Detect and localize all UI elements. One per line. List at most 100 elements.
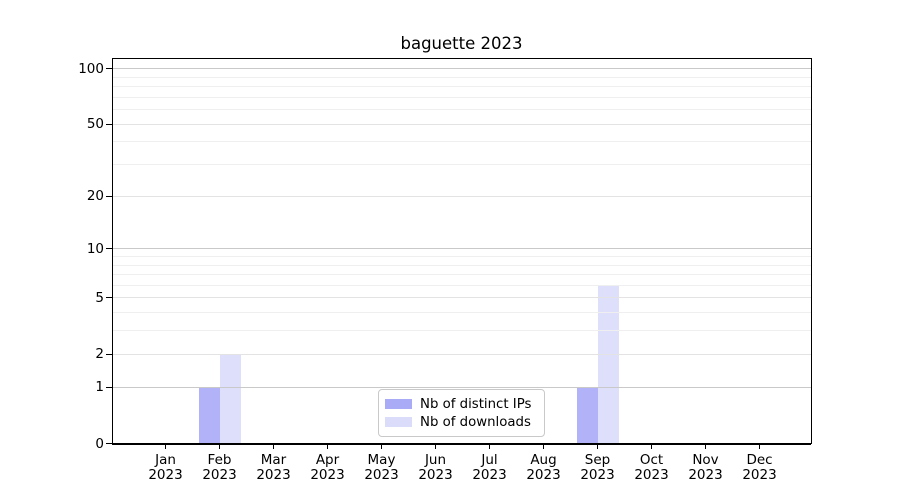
minor-gridline-y-7: [112, 274, 811, 276]
minor-gridline-y-6: [112, 284, 811, 286]
bar-distinct-ips-feb: [198, 387, 220, 444]
legend: Nb of distinct IPs Nb of downloads: [378, 389, 545, 437]
x-tick-aug: [543, 444, 544, 449]
bar-distinct-ips-sep: [576, 387, 598, 444]
x-tick-label-nov: Nov 2023: [679, 451, 733, 483]
y-tick-label-100: 100: [78, 60, 104, 77]
x-tick-label-mar: Mar 2023: [247, 451, 301, 483]
y-tick-label-2: 2: [95, 346, 104, 363]
x-label-year: 2023: [418, 466, 453, 483]
x-tick-label-aug: Aug 2023: [517, 451, 571, 483]
y-tick-2: [106, 353, 112, 355]
x-label-year: 2023: [742, 466, 777, 483]
legend-label-distinct-ips: Nb of distinct IPs: [420, 396, 532, 412]
x-label-month: Feb: [207, 451, 232, 468]
legend-swatch-downloads-icon: [385, 417, 412, 427]
x-label-month: Sep: [584, 451, 611, 468]
gridline-y-1: [112, 386, 811, 388]
y-tick-50: [106, 123, 112, 125]
gridline-y-100: [112, 68, 811, 70]
minor-gridline-y-80: [112, 86, 811, 88]
minor-gridline-y-9: [112, 256, 811, 257]
x-tick-label-dec: Dec 2023: [733, 451, 787, 483]
y-tick-label-20: 20: [86, 188, 104, 205]
x-tick-label-feb: Feb 2023: [193, 451, 247, 483]
y-tick-label-10: 10: [86, 240, 104, 257]
bar-downloads-sep: [597, 285, 619, 444]
x-tick-label-jan: Jan 2023: [139, 451, 193, 483]
minor-gridline-y-70: [112, 96, 811, 98]
x-label-year: 2023: [148, 466, 183, 483]
x-tick-dec: [759, 444, 760, 449]
x-tick-jun: [435, 444, 436, 449]
x-tick-feb: [219, 444, 220, 449]
x-tick-sep: [597, 444, 598, 449]
y-tick-5: [106, 297, 112, 299]
x-tick-apr: [327, 444, 328, 449]
y-tick-label-1: 1: [95, 379, 104, 396]
minor-gridline-y-40: [112, 141, 811, 143]
gridline-y-50: [112, 123, 811, 125]
minor-gridline-y-8: [112, 264, 811, 266]
x-label-year: 2023: [526, 466, 561, 483]
gridline-y-2: [112, 353, 811, 355]
x-tick-jan: [165, 444, 166, 449]
x-label-year: 2023: [634, 466, 669, 483]
x-tick-oct: [651, 444, 652, 449]
x-label-month: Mar: [260, 451, 287, 468]
x-tick-label-sep: Sep 2023: [571, 451, 625, 483]
x-tick-may: [381, 444, 382, 449]
x-tick-label-jul: Jul 2023: [463, 451, 517, 483]
x-label-month: Oct: [639, 451, 664, 468]
legend-swatch-distinct-ips-icon: [385, 399, 412, 409]
x-tick-label-oct: Oct 2023: [625, 451, 679, 483]
x-label-month: Jan: [155, 451, 176, 468]
x-label-year: 2023: [580, 466, 615, 483]
x-tick-label-apr: Apr 2023: [301, 451, 355, 483]
x-tick-jul: [489, 444, 490, 449]
left-spine: [111, 58, 113, 444]
legend-label-downloads: Nb of downloads: [420, 414, 531, 430]
minor-gridline-y-4: [112, 312, 811, 314]
y-tick-label-5: 5: [95, 289, 104, 306]
minor-gridline-y-30: [112, 164, 811, 166]
x-label-year: 2023: [310, 466, 345, 483]
legend-entry-downloads: Nb of downloads: [385, 415, 538, 430]
legend-entry-distinct-ips: Nb of distinct IPs: [385, 397, 538, 412]
x-label-year: 2023: [688, 466, 723, 483]
minor-gridline-y-60: [112, 109, 811, 111]
gridline-y-5: [112, 297, 811, 299]
x-label-year: 2023: [202, 466, 237, 483]
gridline-y-20: [112, 195, 811, 197]
x-label-month: Dec: [746, 451, 773, 468]
y-tick-10: [106, 248, 112, 250]
x-label-month: Aug: [530, 451, 557, 468]
x-label-year: 2023: [256, 466, 291, 483]
bottom-spine: [112, 442, 811, 445]
x-label-year: 2023: [472, 466, 507, 483]
minor-gridline-y-90: [112, 76, 811, 78]
x-label-year: 2023: [364, 466, 399, 483]
bar-downloads-feb: [219, 354, 241, 444]
x-tick-label-jun: Jun 2023: [409, 451, 463, 483]
top-spine: [112, 57, 811, 59]
y-tick-label-0: 0: [95, 435, 104, 452]
x-label-month: May: [367, 451, 396, 468]
gridline-y-10: [112, 248, 811, 250]
y-tick-20: [106, 195, 112, 197]
y-tick-0: [106, 443, 112, 444]
x-tick-nov: [705, 444, 706, 449]
y-tick-label-50: 50: [86, 116, 104, 133]
chart-title: baguette 2023: [400, 34, 523, 53]
x-label-month: Apr: [315, 451, 340, 468]
x-tick-label-may: May 2023: [355, 451, 409, 483]
right-spine: [810, 58, 812, 444]
y-tick-100: [106, 68, 112, 70]
x-label-month: Jul: [481, 451, 498, 468]
x-label-month: Nov: [692, 451, 719, 468]
x-tick-mar: [273, 444, 274, 449]
minor-gridline-y-3: [112, 330, 811, 332]
x-label-month: Jun: [424, 451, 447, 468]
y-tick-1: [106, 386, 112, 388]
